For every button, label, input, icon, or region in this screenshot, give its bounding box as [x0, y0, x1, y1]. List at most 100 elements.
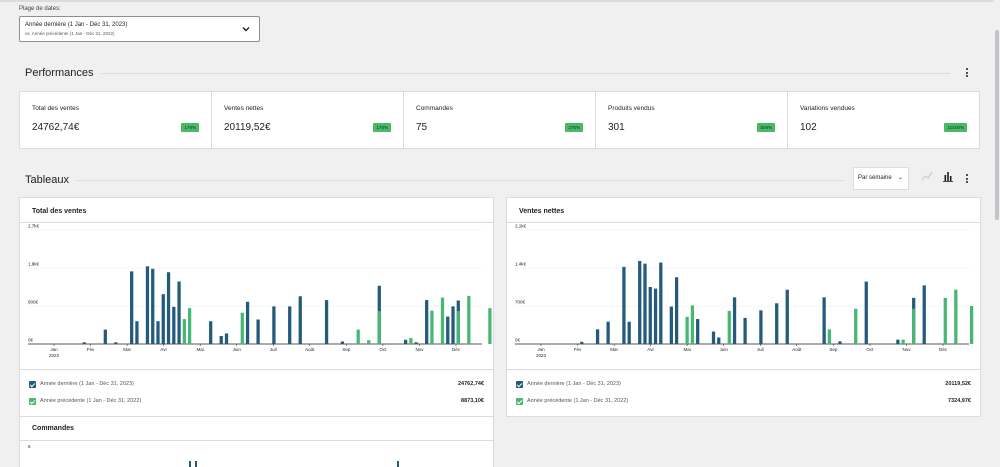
bar-current [224, 333, 229, 344]
tableaux-divider [75, 180, 845, 181]
kpi-delta-badge: 175% [373, 123, 391, 132]
chevron-down-icon [242, 27, 250, 32]
legend-total: 24762,74€ [458, 381, 484, 387]
x-tick-label: Mai [684, 347, 691, 352]
bar-current [696, 319, 700, 344]
performances-menu-kebab-icon[interactable] [964, 67, 970, 79]
x-tick-label: Juin [233, 347, 242, 352]
line-chart-icon[interactable] [921, 170, 933, 182]
bar-current [643, 263, 647, 344]
y-tick-label: 900€ [28, 300, 39, 305]
x-tick-label: Déc [452, 347, 461, 352]
y-tick-label: 2,7k€ [28, 224, 40, 229]
bar-current [103, 329, 107, 344]
bar-previous [440, 297, 445, 344]
kpi-variations-sold[interactable]: Variations vendues 102 10100% [788, 92, 979, 148]
chart-card-total-sales: Total des ventes 2,7k€ 1,8k€ 900€ 0€ Jan Fév M… [19, 197, 494, 417]
bar-current [669, 306, 673, 344]
kpi-products-sold[interactable]: Produits vendus 301 509% [596, 92, 788, 148]
x-year-label: 2023 [536, 353, 547, 358]
bar-current [580, 341, 584, 344]
bar-current [151, 268, 155, 344]
kpi-total-sales[interactable]: Total des ventes 24762,74€ 179% [20, 92, 212, 148]
x-tick-label: Avr [647, 347, 654, 352]
x-tick-label: Sep [342, 347, 351, 352]
kpi-label: Variations vendues [800, 105, 855, 112]
x-tick-label: Mai [197, 347, 204, 352]
date-range-primary: Année dernière (1 Jan - Déc 31, 2023) [25, 22, 128, 28]
chart-title: Ventes nettes [519, 208, 565, 215]
y-tick-label: 0€ [28, 338, 34, 343]
date-range-selector[interactable]: Année dernière (1 Jan - Déc 31, 2023) vs… [19, 16, 260, 42]
bar-previous [240, 312, 244, 344]
top-border [0, 0, 1000, 2]
interval-select[interactable]: Par semaine ⌄ [853, 167, 909, 190]
legend-total: 8873,10€ [461, 398, 484, 404]
y-tick-label: 6 [28, 444, 31, 449]
bar-previous [954, 289, 958, 344]
bar-current [446, 316, 450, 344]
bar-current [653, 288, 658, 344]
kpi-net-sales[interactable]: Ventes nettes 20119,52€ 175% [212, 92, 404, 148]
legend-item-previous[interactable]: Année précédente (1 Jan - Déc 31, 2022) … [516, 397, 971, 407]
bar-current [172, 306, 176, 344]
legend-item-current[interactable]: Année dernière (1 Jan - Déc 31, 2023) 20… [516, 380, 971, 390]
legend-label: Année dernière (1 Jan - Déc 31, 2023) [40, 381, 134, 387]
bar-current [627, 321, 631, 344]
bar-previous [356, 329, 360, 344]
bar-current [245, 301, 250, 344]
tableaux-menu-kebab-icon[interactable] [964, 173, 970, 185]
kpi-delta-badge: 275% [565, 123, 583, 132]
x-tick-label: Avr [160, 347, 167, 352]
bar-current [838, 341, 842, 344]
legend-item-current[interactable]: Année dernière (1 Jan - Déc 31, 2023) 24… [29, 380, 484, 390]
x-tick-label: Juil [757, 347, 764, 352]
page-scrollbar[interactable] [994, 0, 1000, 467]
kpi-orders[interactable]: Commandes 75 275% [404, 92, 596, 148]
checkbox-checked-icon[interactable] [516, 381, 523, 388]
x-tick-label: Juin [720, 347, 729, 352]
bar-current [775, 303, 779, 344]
bar-current [397, 461, 399, 467]
bar-current [717, 337, 721, 344]
bar-previous [409, 338, 413, 344]
x-tick-label: Août [305, 347, 315, 352]
kpi-label: Total des ventes [32, 105, 79, 112]
checkbox-checked-icon[interactable] [29, 381, 36, 388]
y-tick-label: 0€ [515, 338, 521, 343]
y-tick-label: 1,4k€ [515, 262, 527, 267]
bar-current [674, 277, 679, 344]
bar-previous [430, 310, 434, 344]
x-tick-label: Oct [379, 347, 387, 352]
scrollbar-thumb[interactable] [995, 30, 999, 220]
performances-title: Performances [25, 67, 94, 79]
kpi-label: Produits vendus [608, 105, 655, 112]
x-tick-label: Fév [574, 347, 582, 352]
kpi-delta-badge: 509% [757, 123, 775, 132]
bar-previous [970, 306, 974, 344]
bar-current [822, 297, 826, 344]
x-tick-label: Juil [270, 347, 277, 352]
kpi-delta-badge: 10100% [944, 123, 967, 132]
card-divider [507, 369, 980, 370]
bar-chart-orders [189, 461, 399, 467]
bar-current [161, 294, 165, 344]
bar-chart-icon[interactable] [942, 170, 954, 182]
bar-current [209, 321, 213, 344]
bar-current [638, 260, 642, 344]
kpi-row: Total des ventes 24762,74€ 179% Ventes n… [19, 91, 980, 149]
x-tick-label: Jan [537, 347, 545, 352]
bar-current [145, 266, 150, 344]
bar-current [177, 281, 181, 344]
checkbox-checked-icon[interactable] [516, 398, 523, 405]
kpi-label: Commandes [416, 105, 453, 112]
bar-previous [467, 295, 471, 344]
bar-current [298, 296, 302, 344]
legend-item-previous[interactable]: Année précédente (1 Jan - Déc 31, 2022) … [29, 397, 484, 407]
bar-current [82, 342, 86, 344]
bar-current [324, 300, 329, 344]
x-tick-label: Fév [87, 347, 95, 352]
bar-current [451, 306, 455, 344]
x-tick-label: Oct [866, 347, 874, 352]
checkbox-checked-icon[interactable] [29, 398, 36, 405]
